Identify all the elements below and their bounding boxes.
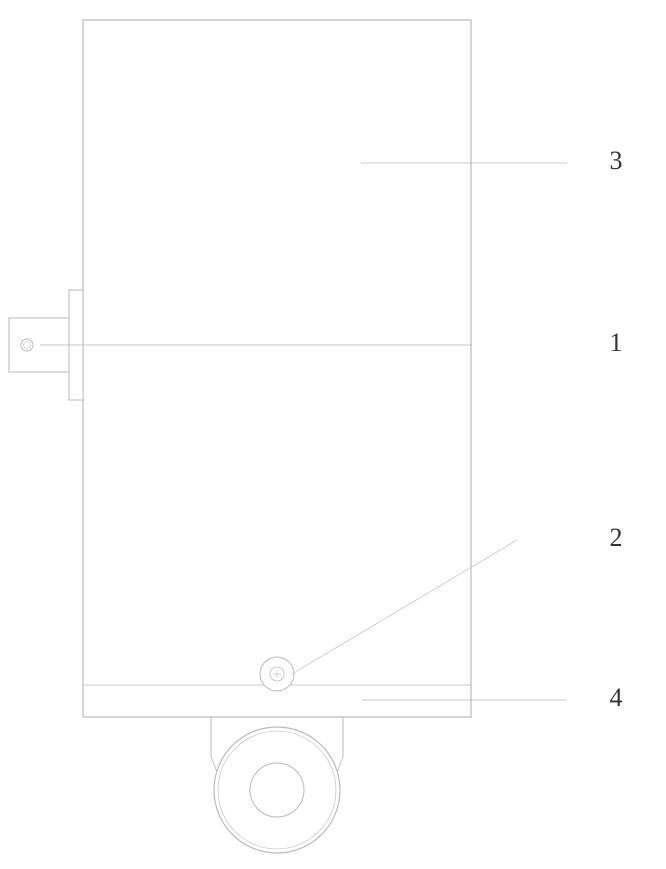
wheel-outer: [214, 727, 340, 853]
main-body: [83, 20, 471, 717]
bracket-left-taper: [211, 757, 217, 772]
label-4: 4: [610, 683, 623, 712]
label-3: 3: [610, 146, 623, 175]
label-2: 2: [610, 523, 623, 552]
bracket-right-taper: [337, 757, 343, 772]
label-1: 1: [610, 328, 623, 357]
